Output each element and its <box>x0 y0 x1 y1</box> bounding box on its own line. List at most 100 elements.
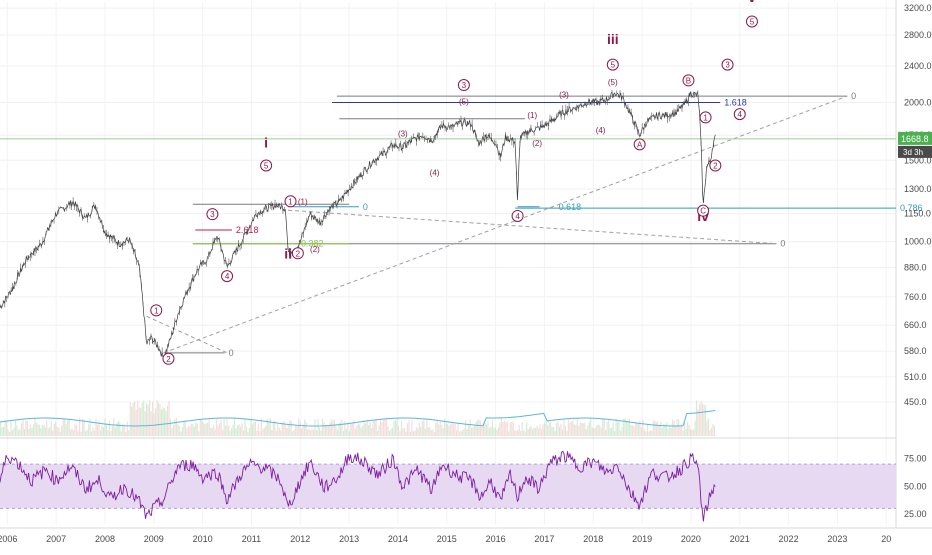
volume-bar <box>548 421 550 436</box>
wave-label-circle <box>150 304 163 317</box>
volume-bar <box>219 423 221 436</box>
volume-bar <box>539 424 541 436</box>
wave-label-circle-text: 5 <box>750 18 755 27</box>
fib-level-label: 2.618 <box>236 225 259 235</box>
volume-bar <box>149 400 151 436</box>
volume-bar <box>38 424 40 436</box>
volume-bar <box>298 418 300 436</box>
wave-label-circle <box>721 58 734 71</box>
wave-label-circle-text: 1 <box>703 113 708 122</box>
volume-bar <box>497 427 499 436</box>
volume-bar <box>502 422 504 436</box>
volume-bar <box>567 419 569 436</box>
wave-label-paren: (5) <box>608 78 618 87</box>
volume-bar <box>700 401 702 436</box>
volume-bar <box>590 418 592 436</box>
volume-bar <box>47 428 49 436</box>
axes-layer[interactable]: 3200.02800.02400.02000.01700.01500.01300… <box>0 3 932 544</box>
volume-bar <box>371 428 373 436</box>
volume-bar <box>81 418 84 436</box>
volume-bar <box>211 427 213 436</box>
volume-bar <box>624 418 626 436</box>
wave-label-circle <box>206 208 219 221</box>
volume-bar <box>210 427 212 436</box>
wave-label-circle-text: 1 <box>154 306 159 315</box>
volume-bar <box>83 419 85 436</box>
volume-bar <box>150 411 152 436</box>
volume-bar <box>327 426 330 436</box>
rsi-tick-label: 75.00 <box>904 454 927 464</box>
wave-label-circle-text: C <box>700 207 706 216</box>
wave-label-circle-text: B <box>686 76 691 85</box>
volume-bar <box>713 426 716 436</box>
volume-bar <box>92 427 94 436</box>
volume-bar <box>545 420 547 436</box>
volume-bar <box>706 420 708 436</box>
volume-bar <box>378 424 380 436</box>
fib-level-label: 0 <box>229 348 234 358</box>
volume-bar <box>222 429 224 436</box>
volume-bar <box>466 428 468 436</box>
wave-label-circle <box>284 195 297 208</box>
volume-bar <box>339 421 341 436</box>
volume-bar <box>570 421 572 436</box>
volume-bar <box>500 418 502 436</box>
volume-bar <box>152 401 154 436</box>
volume-bar <box>296 424 298 436</box>
volume-bar <box>605 430 607 436</box>
volume-bar <box>201 420 203 436</box>
volume-bar <box>95 419 97 436</box>
volume-bar <box>71 428 73 436</box>
volume-bar <box>663 424 665 436</box>
volume-bar <box>499 422 501 436</box>
wave-label-circle <box>511 209 524 222</box>
wave-label-circle-text: 5 <box>264 162 269 171</box>
volume-bar <box>460 431 462 436</box>
volume-bar <box>162 406 164 436</box>
volume-bar <box>454 423 456 436</box>
volume-bar <box>181 427 184 436</box>
volume-bar <box>119 421 121 436</box>
volume-bar <box>86 429 88 436</box>
volume-bar <box>695 400 698 436</box>
volume-bar <box>140 407 142 436</box>
volume-bar <box>159 404 161 436</box>
price-tick-label: 660.0 <box>904 320 927 330</box>
volume-bar <box>99 430 102 436</box>
volume-bar <box>41 424 43 436</box>
volume-bar <box>186 428 188 436</box>
volume-bar <box>657 421 659 436</box>
volume-bar <box>594 427 596 436</box>
fib-level-label: 0 <box>780 239 785 249</box>
volume-bar <box>648 431 650 436</box>
volume-bar <box>435 422 437 436</box>
volume-bar <box>412 431 415 436</box>
volume-bar <box>306 429 309 436</box>
volume-bar <box>573 424 575 436</box>
wave-label-circle <box>697 204 710 217</box>
volume-bar <box>135 409 137 436</box>
volume-bar <box>552 426 555 436</box>
volume-bar <box>681 424 683 436</box>
volume-bar <box>420 427 422 436</box>
volume-bar <box>612 422 614 436</box>
volume-bar <box>403 427 406 436</box>
wave-label-circle <box>633 138 646 151</box>
volume-bar <box>73 430 75 436</box>
time-tick-label: 2019 <box>632 534 652 544</box>
volume-bar <box>581 423 583 436</box>
volume-bar <box>543 423 546 436</box>
volume-bar <box>490 426 492 436</box>
volume-bar <box>631 425 634 436</box>
volume-bar <box>643 429 646 436</box>
volume-bar <box>415 427 417 436</box>
wave-label-circle-text: 3 <box>210 210 215 219</box>
wave-label-paren: (4) <box>430 169 440 178</box>
volume-bar <box>365 423 367 436</box>
volume-bar <box>666 422 668 436</box>
volume-bar <box>651 430 653 436</box>
time-tick-label: 2009 <box>144 534 164 544</box>
time-tick-label: 2015 <box>437 534 457 544</box>
volume-bar <box>107 430 109 436</box>
